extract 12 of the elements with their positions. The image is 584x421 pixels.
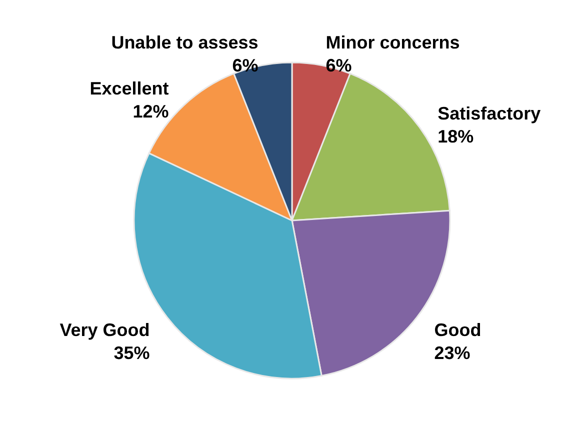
data-label: 18%: [438, 126, 474, 147]
slice-label: Very Good: [60, 320, 150, 340]
data-label: 35%: [114, 342, 150, 363]
data-label: 23%: [434, 342, 470, 363]
slice-label: Good: [434, 320, 482, 340]
slice-label: Excellent: [90, 78, 169, 98]
slice-label: Satisfactory: [438, 104, 541, 124]
slice-label: Minor concerns: [326, 32, 460, 53]
slice-label: Unable to assess: [111, 32, 258, 53]
data-label: 12%: [132, 101, 169, 122]
data-label: 6%: [232, 56, 258, 76]
data-label: 6%: [326, 56, 352, 76]
